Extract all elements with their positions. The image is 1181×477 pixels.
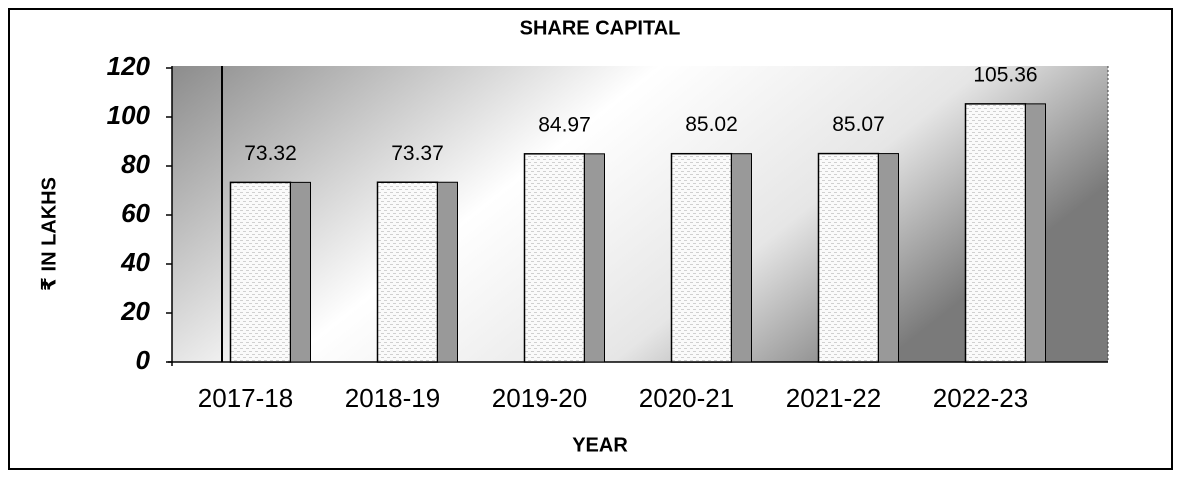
y-tick-label: 0 [136,345,151,375]
x-axis-title: YEAR [572,434,628,456]
bar [376,181,439,363]
x-tick-label: 2018-19 [345,383,440,413]
bar-side [437,181,458,363]
bar [964,103,1027,363]
x-tick-label: 2020-21 [639,383,734,413]
y-axis-title: ₹ IN LAKHS [38,177,60,291]
value-label: 85.02 [685,113,738,136]
value-label: 85.07 [832,113,885,136]
bar [817,152,880,363]
value-label: 73.37 [391,142,444,165]
plot-area [172,66,1108,362]
bar [670,152,733,363]
value-label: 84.97 [538,113,591,136]
bar-side [731,153,752,363]
y-tick-label: 100 [107,100,151,130]
y-tick-label: 120 [107,51,151,81]
bar-side [290,181,311,363]
y-tick-label: 40 [120,247,150,277]
value-label: 105.36 [973,63,1037,86]
y-tick-label: 60 [121,198,150,228]
bar-side [1025,103,1046,363]
bar-side [878,153,899,363]
value-label: 73.32 [244,142,297,165]
x-tick-label: 2017-18 [198,383,293,413]
bar-side [584,153,605,363]
chart-title: SHARE CAPITAL [520,17,681,39]
bar [523,153,586,363]
x-tick-label: 2021-22 [786,383,881,413]
x-tick-label: 2019-20 [492,383,587,413]
y-tick-label: 20 [120,296,150,326]
y-tick-label: 80 [121,149,150,179]
bar [229,181,292,363]
x-tick-label: 2022-23 [933,383,1028,413]
